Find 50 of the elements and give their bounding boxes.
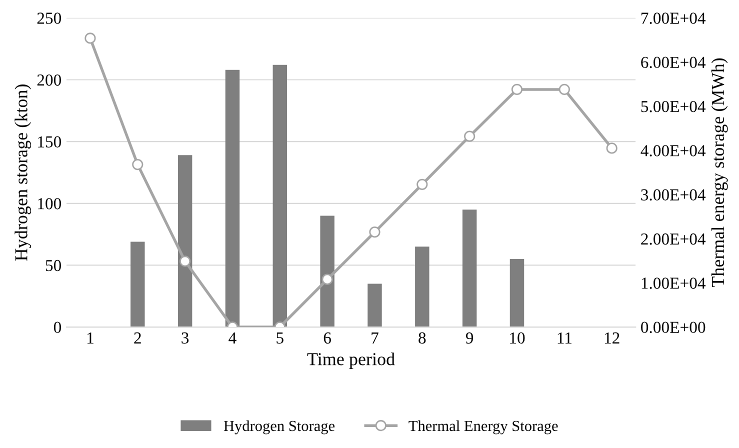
x-tick-label: 12 bbox=[604, 332, 620, 344]
x-tick-label: 3 bbox=[182, 332, 189, 344]
bar bbox=[510, 259, 524, 328]
point bbox=[180, 256, 191, 267]
y-axis-title: Hydrogen storage (kton) bbox=[14, 84, 32, 261]
bar bbox=[272, 64, 288, 328]
bar bbox=[178, 155, 192, 328]
bar bbox=[320, 216, 334, 328]
y2-axis-title: Thermal energy storage (MWh) bbox=[711, 58, 728, 288]
point bbox=[416, 178, 428, 190]
x-tick-label: 2 bbox=[134, 332, 141, 344]
legend-label: Hydrogen Storage bbox=[224, 420, 335, 434]
point bbox=[322, 274, 333, 285]
point bbox=[84, 32, 96, 44]
y2-tick-label: 5.00E+04 bbox=[641, 100, 706, 112]
y2-tick-label: 3.00E+04 bbox=[641, 189, 706, 201]
bar bbox=[368, 284, 382, 328]
legend-label: Thermal Energy Storage bbox=[408, 420, 558, 434]
x-tick-label: 5 bbox=[276, 332, 284, 344]
point bbox=[464, 130, 476, 142]
y2-tick-label: 7.00E+04 bbox=[642, 12, 706, 24]
x-tick-label: 11 bbox=[558, 332, 572, 344]
x-tick-label: 7 bbox=[372, 332, 378, 344]
y2-tick-label: 2.00E+04 bbox=[641, 233, 706, 245]
x-tick-label: 10 bbox=[510, 332, 525, 344]
point bbox=[511, 84, 523, 96]
y-tick-label: 100 bbox=[38, 198, 62, 210]
y-tick-label: 50 bbox=[46, 260, 62, 272]
x-tick-label: 8 bbox=[418, 332, 426, 344]
x-axis-title: Time period bbox=[307, 352, 395, 369]
y2-tick-label: 4.00E+04 bbox=[640, 145, 706, 156]
y2-tick-label: 6.00E+04 bbox=[641, 56, 706, 68]
x-tick-label: 4 bbox=[228, 332, 236, 344]
x-tick-label: 9 bbox=[466, 332, 474, 344]
point bbox=[132, 158, 144, 170]
y-tick-label: 0 bbox=[54, 322, 62, 333]
y-tick-label: 250 bbox=[37, 12, 62, 24]
bar bbox=[415, 246, 430, 328]
y2-tick-label: 0.00E+00 bbox=[641, 322, 706, 334]
bar bbox=[130, 242, 145, 328]
point bbox=[606, 142, 618, 154]
point bbox=[369, 226, 380, 238]
y2-tick-label: 1.00E+04 bbox=[642, 278, 706, 289]
point bbox=[558, 84, 570, 96]
x-tick-label: 1 bbox=[88, 332, 94, 344]
y-tick-label: 200 bbox=[37, 74, 62, 86]
y-tick-label: 150 bbox=[38, 136, 62, 148]
bar bbox=[462, 210, 477, 328]
x-tick-label: 6 bbox=[324, 332, 331, 344]
bar bbox=[225, 70, 240, 328]
